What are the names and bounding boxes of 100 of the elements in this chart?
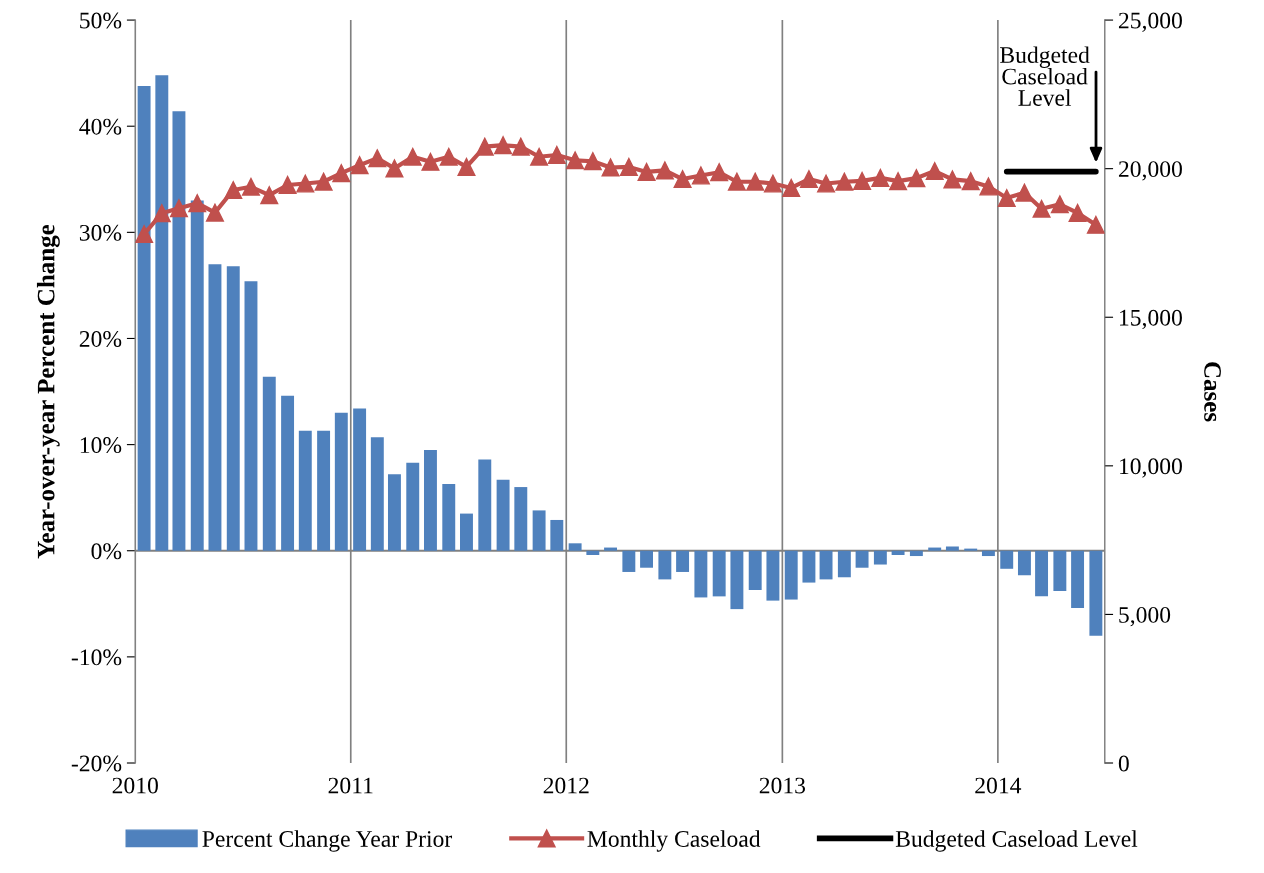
bar <box>855 550 869 568</box>
bar <box>496 479 510 551</box>
y-tick-label: 30% <box>79 224 122 241</box>
y-tick-label: 20% <box>79 330 122 347</box>
bar <box>406 462 420 551</box>
bar <box>658 550 672 580</box>
bar <box>281 395 295 551</box>
bar <box>891 550 905 555</box>
point <box>943 170 962 189</box>
bar <box>155 75 169 551</box>
bar <box>784 550 798 600</box>
bar <box>514 487 528 551</box>
point <box>511 137 530 156</box>
point <box>979 177 998 196</box>
point <box>278 175 297 195</box>
bar <box>172 111 186 551</box>
bar <box>1000 550 1014 569</box>
point <box>260 186 279 205</box>
point <box>871 168 890 187</box>
y2-tick-label: 5,000 <box>1119 606 1171 627</box>
point <box>457 157 476 176</box>
point <box>782 178 801 198</box>
bar <box>244 281 258 551</box>
point <box>835 172 854 191</box>
point <box>1068 203 1087 222</box>
point <box>619 157 638 176</box>
annotation: Budgeted Caseload Level <box>1000 46 1090 106</box>
bar <box>137 85 151 551</box>
bar <box>532 510 546 551</box>
bar <box>909 550 923 557</box>
bar <box>676 550 690 572</box>
y-tick-label: 40% <box>79 118 122 135</box>
x-tick-label: 2011 <box>328 777 373 794</box>
bar <box>964 548 978 551</box>
point <box>817 174 836 193</box>
bar <box>370 437 384 551</box>
point <box>746 172 765 191</box>
y2-tick-label: 15,000 <box>1120 309 1182 330</box>
point <box>673 170 692 189</box>
y2-tick-label: 0 <box>1118 755 1129 772</box>
bar <box>442 483 456 551</box>
bar <box>208 264 222 551</box>
bar <box>1035 550 1049 597</box>
point <box>403 147 422 166</box>
bar <box>604 547 618 551</box>
point <box>1050 195 1069 214</box>
point <box>135 225 154 244</box>
point <box>691 166 710 185</box>
point <box>547 145 566 165</box>
point <box>241 177 261 196</box>
y-axis-title: Year-over-year Percent Change <box>36 224 60 559</box>
y2-axis-title: Cases <box>1204 362 1221 422</box>
bar <box>873 550 887 565</box>
point <box>296 174 315 193</box>
point <box>475 137 494 156</box>
point <box>439 147 458 166</box>
bar <box>1089 550 1103 636</box>
bar <box>478 459 492 551</box>
point <box>188 194 207 213</box>
y2-tick-label: 25,000 <box>1118 12 1182 32</box>
y2-tick-label: 10,000 <box>1120 458 1182 478</box>
bar <box>190 200 204 551</box>
bar <box>622 550 636 572</box>
point <box>637 162 656 181</box>
legend-label: Budgeted Caseload Level <box>895 830 1138 852</box>
point <box>494 136 513 155</box>
bar <box>712 550 726 597</box>
bar <box>928 547 942 551</box>
bar <box>640 550 654 568</box>
point <box>421 152 440 171</box>
bar <box>837 550 851 578</box>
point <box>925 162 944 181</box>
point <box>350 156 369 175</box>
y-tick-label: 10% <box>80 437 122 454</box>
legend-label: Percent Change Year Prior <box>202 830 453 852</box>
point <box>1032 199 1051 218</box>
point <box>655 161 674 180</box>
bar <box>317 430 331 551</box>
bar <box>1053 550 1067 592</box>
point <box>530 147 549 166</box>
bar <box>226 266 240 551</box>
x-tick-label: 2014 <box>975 777 1022 794</box>
bar <box>766 550 780 601</box>
point <box>727 172 746 191</box>
bar <box>1071 550 1085 609</box>
point <box>332 164 351 183</box>
bar <box>730 550 744 610</box>
point <box>601 158 620 177</box>
point <box>566 151 585 170</box>
x-tick-label: 2010 <box>112 777 158 794</box>
point <box>961 172 980 191</box>
y-tick-label: 50% <box>80 12 122 29</box>
point <box>853 171 872 190</box>
bar <box>387 474 401 551</box>
legend-label: Monthly Caseload <box>587 830 761 852</box>
y-tick-label: -20% <box>71 755 122 772</box>
bar <box>334 412 348 551</box>
point <box>1086 215 1105 234</box>
bar <box>802 550 816 583</box>
bar <box>981 550 995 557</box>
